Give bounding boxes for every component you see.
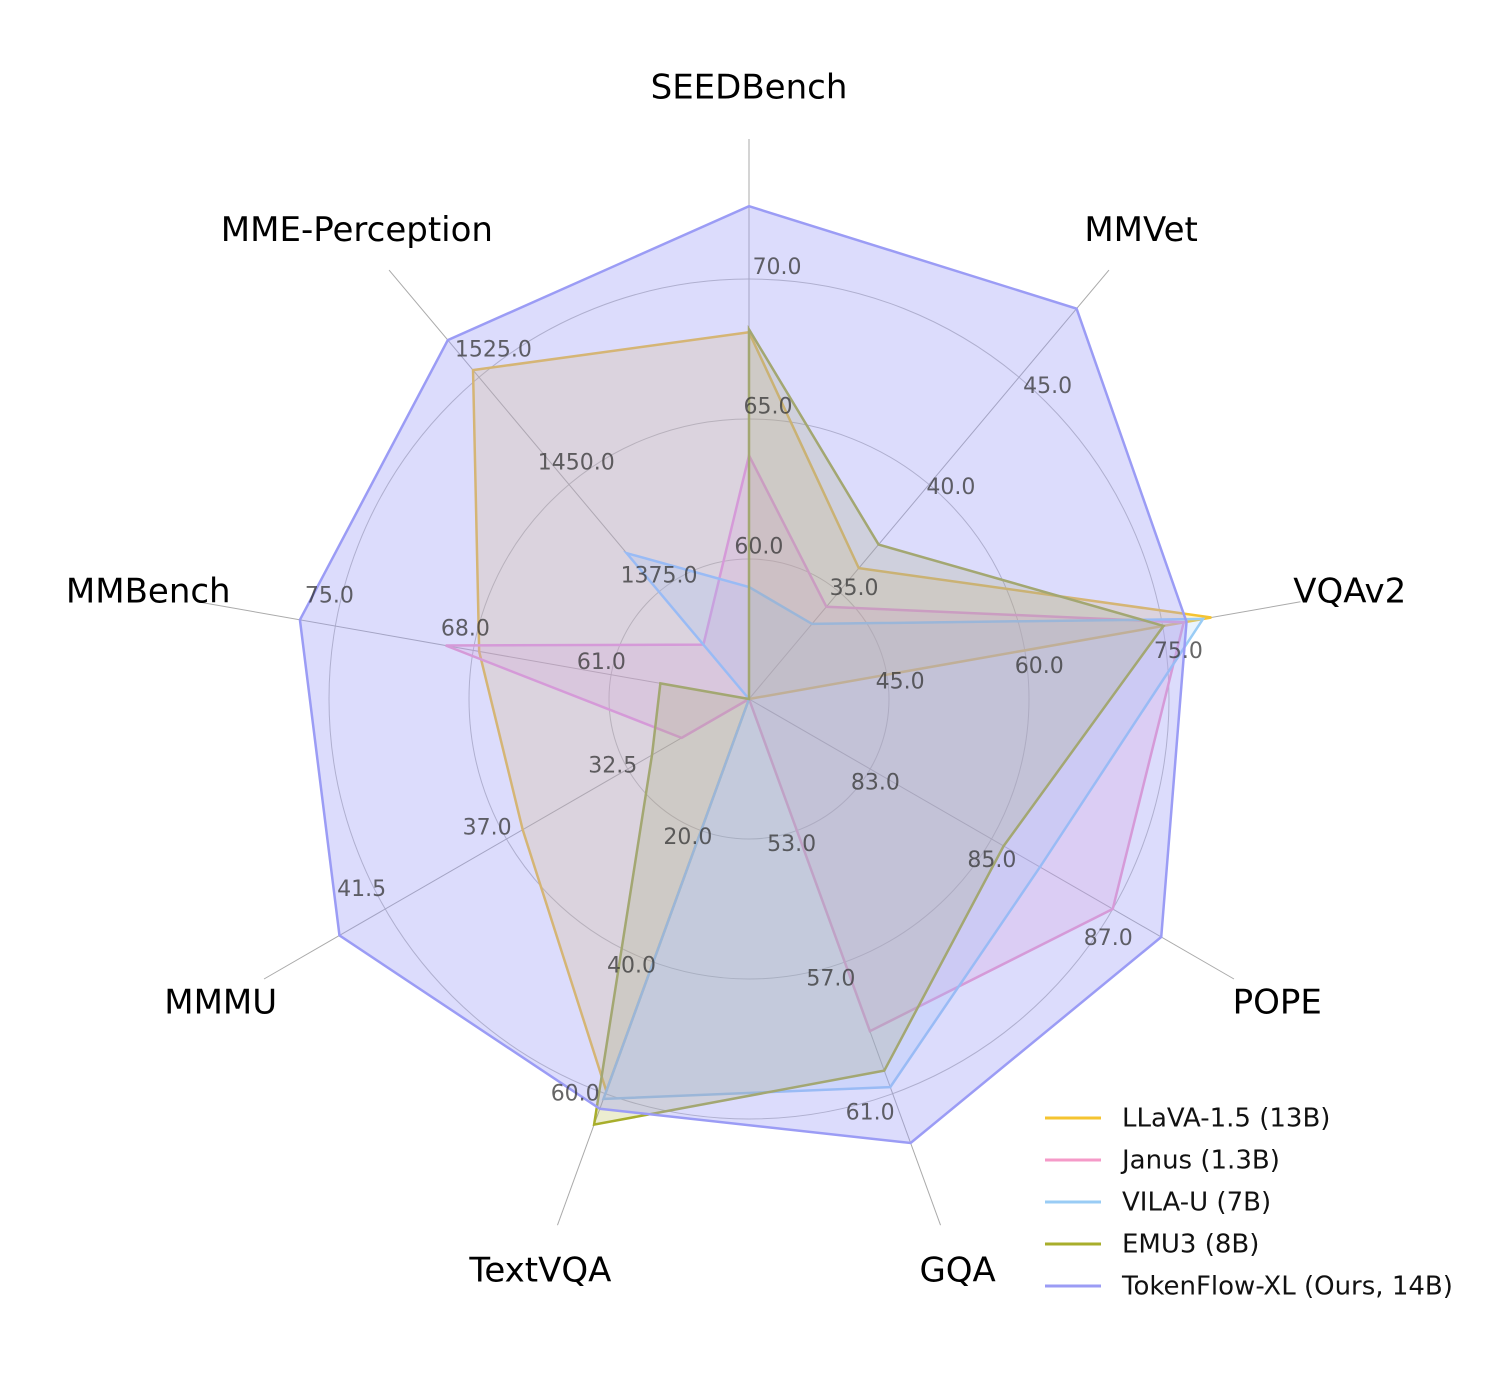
tick-label: 57.0 [806,966,855,991]
axis-label: MMVet [1084,210,1198,250]
tick-label: 61.0 [846,1101,895,1126]
tick-label: 60.0 [551,1081,600,1106]
axis-line [197,601,750,700]
tick-label: 53.0 [767,832,816,857]
tick-label: 65.0 [743,395,792,420]
tick-label: 32.5 [588,753,637,778]
axis-line [748,269,1110,700]
tick-label: 37.0 [463,815,512,840]
axis-label: POPE [1233,983,1322,1023]
tick-label: 1375.0 [621,563,698,588]
tick-label: 40.0 [607,953,656,978]
tick-label: 75.0 [1154,639,1203,664]
series-area [601,550,1206,1101]
tick-label: 75.0 [305,584,354,609]
axis-label: MMBench [66,572,231,612]
axis-label: SEEDBench [651,68,848,108]
axis-label: VQAv2 [1293,572,1406,612]
tick-label: 35.0 [830,576,879,601]
axis-label: MME-Perception [221,210,493,250]
series-area [445,451,1186,1033]
tick-label: 60.0 [734,534,783,559]
series-area [592,324,1166,1127]
series-area [298,204,1188,1145]
legend-label: TokenFlow-XL (Ours, 14B) [1121,1272,1453,1302]
axis-label: MMMU [164,983,277,1023]
tick-label: 61.0 [577,650,626,675]
tick-label: 20.0 [663,825,712,850]
tick-label: 45.0 [1023,374,1072,399]
tick-label: 87.0 [1084,926,1133,951]
tick-label: 45.0 [876,669,925,694]
tick-label: 68.0 [441,617,490,642]
legend-label: EMU3 (8B) [1122,1230,1259,1260]
legend-label: Janus (1.3B) [1120,1146,1280,1176]
axis-label: GQA [919,1251,995,1291]
tick-label: 85.0 [967,848,1016,873]
axis-label: TextVQA [468,1251,611,1291]
tick-label: 83.0 [851,770,900,795]
tick-label: 1450.0 [538,451,615,476]
axis-line [263,698,750,980]
legend-label: LLaVA-1.5 (13B) [1122,1104,1330,1134]
axis-line [748,698,1235,980]
tick-label: 1525.0 [455,338,532,363]
tick-label: 40.0 [926,475,975,500]
tick-label: 60.0 [1015,654,1064,679]
legend-label: VILA-U (7B) [1122,1188,1271,1218]
tick-label: 41.5 [337,877,386,902]
tick-label: 70.0 [753,255,802,280]
